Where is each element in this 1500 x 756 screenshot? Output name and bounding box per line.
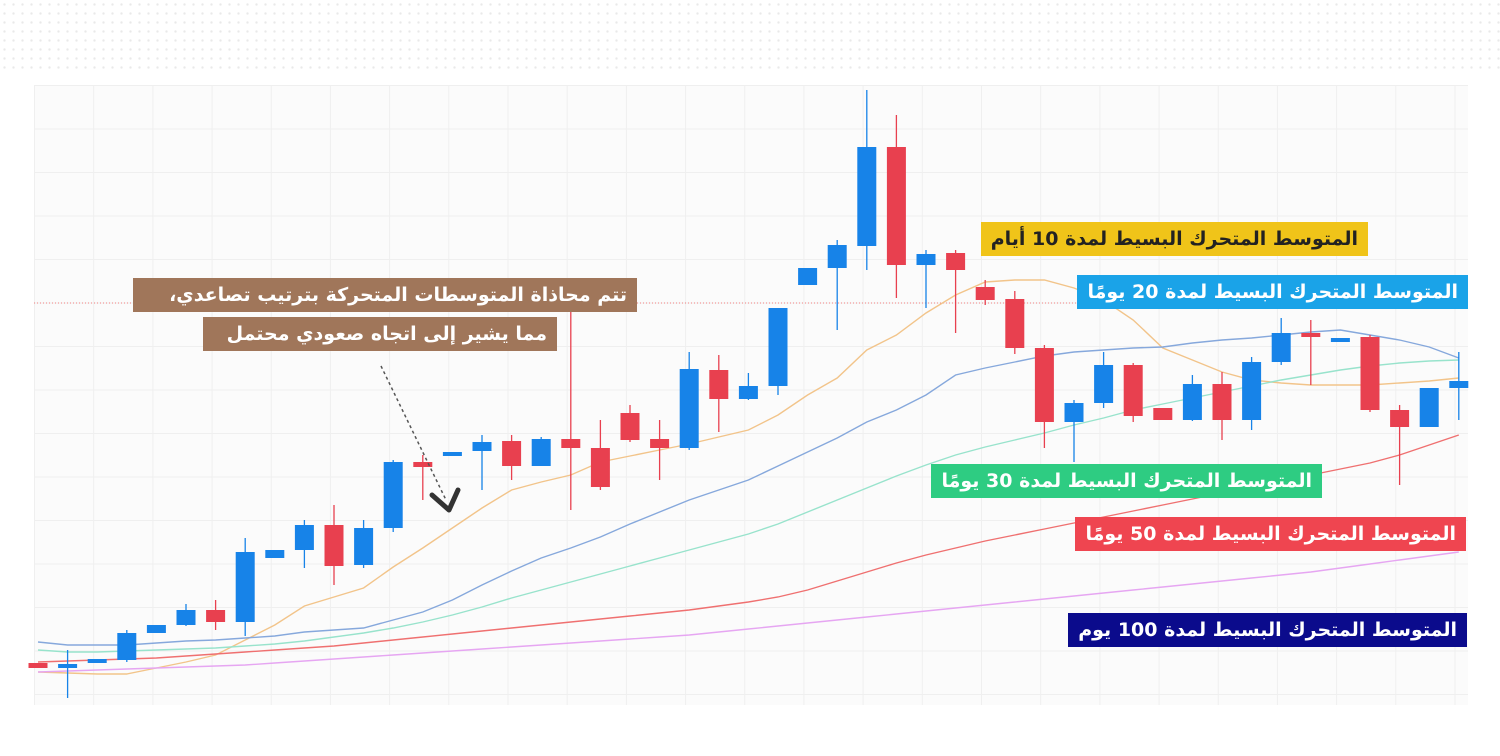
candle-body	[442, 452, 462, 456]
candle-body	[1449, 381, 1469, 388]
candle-body	[117, 633, 137, 660]
candle-body	[1064, 403, 1084, 422]
candle-body	[472, 442, 492, 451]
candle-body	[531, 439, 551, 466]
candle-body	[798, 268, 818, 285]
candle-body	[235, 552, 255, 622]
decor-dots	[0, 0, 1500, 70]
candle-body	[827, 245, 847, 268]
candle-body	[975, 287, 995, 300]
candle-body	[1005, 299, 1025, 348]
legend-label: المتوسط المتحرك البسيط لمدة 30 يومًا	[931, 464, 1322, 498]
candle-body	[1212, 384, 1232, 420]
legend-label: المتوسط المتحرك البسيط لمدة 100 يوم	[1068, 613, 1467, 647]
moving-average-line	[37, 329, 1460, 646]
candle-body	[620, 413, 640, 440]
candle-body	[146, 625, 166, 633]
candle-body	[679, 369, 699, 448]
annotation: مما يشير إلى اتجاه صعودي محتمل	[203, 317, 557, 351]
candle-body	[709, 370, 729, 399]
candle-body	[413, 462, 433, 467]
candle-body	[946, 253, 966, 270]
legend-label: المتوسط المتحرك البسيط لمدة 20 يومًا	[1077, 275, 1468, 309]
candle-body	[738, 386, 758, 399]
candle-body	[1271, 333, 1291, 362]
candle-body	[58, 664, 78, 668]
candle-body	[87, 659, 107, 663]
candle-body	[176, 610, 196, 625]
candle-body	[590, 448, 610, 487]
candle-body	[28, 663, 48, 668]
candle-body	[857, 147, 877, 246]
candle-body	[1123, 365, 1143, 416]
legend-label: المتوسط المتحرك البسيط لمدة 50 يومًا	[1075, 517, 1466, 551]
candle-body	[1034, 348, 1054, 422]
candle-body	[1182, 384, 1202, 420]
annotation-arrow	[380, 365, 447, 501]
candle-body	[265, 550, 285, 558]
candle-body	[886, 147, 906, 265]
arrow-head	[429, 487, 461, 513]
candle-body	[1094, 365, 1114, 403]
candle-body	[502, 441, 522, 466]
candle-body	[294, 525, 314, 550]
annotation: تتم محاذاة المتوسطات المتحركة بترتيب تصا…	[133, 278, 637, 312]
candle-body	[383, 462, 403, 528]
candle-body	[324, 525, 344, 566]
candle-body	[561, 439, 581, 448]
candle-body	[916, 254, 936, 265]
candle-body	[1301, 333, 1321, 337]
candle-body	[1330, 338, 1350, 342]
candle-body	[1419, 388, 1439, 427]
candle-body	[1153, 408, 1173, 420]
candle-body	[354, 528, 374, 565]
candle-body	[206, 610, 226, 622]
candle-body	[1360, 337, 1380, 410]
candle-body	[1390, 410, 1410, 427]
candle-body	[1242, 362, 1262, 420]
legend-label: المتوسط المتحرك البسيط لمدة 10 أيام	[980, 222, 1368, 256]
candle-body	[650, 439, 670, 448]
candle-body	[768, 308, 788, 386]
moving-average-line	[37, 551, 1459, 673]
